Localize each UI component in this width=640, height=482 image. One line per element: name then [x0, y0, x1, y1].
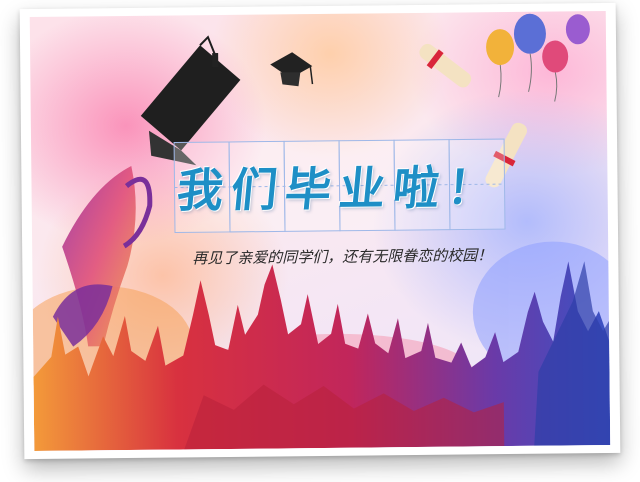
diploma-scroll-icon [419, 43, 472, 88]
trophy-icon [52, 165, 153, 347]
graduation-poster: 我们毕业啦！ 再见了亲爱的同学们，还有无限眷恋的校园！ [29, 10, 611, 452]
poster-title: 我们毕业啦！ [174, 160, 504, 218]
balloons-icon [486, 13, 590, 102]
title-band: 我们毕业啦！ [174, 139, 505, 232]
graduation-cap-icon [140, 35, 241, 166]
title-grid [173, 138, 506, 234]
crowd-silhouette [33, 261, 611, 452]
small-graduation-cap-icon [270, 52, 314, 87]
poster-artwork [29, 13, 611, 452]
poster-subtitle: 再见了亲爱的同学们，还有无限眷恋的校园！ [192, 246, 493, 268]
photo-frame: 我们毕业啦！ 再见了亲爱的同学们，还有无限眷恋的校园！ [19, 2, 621, 460]
